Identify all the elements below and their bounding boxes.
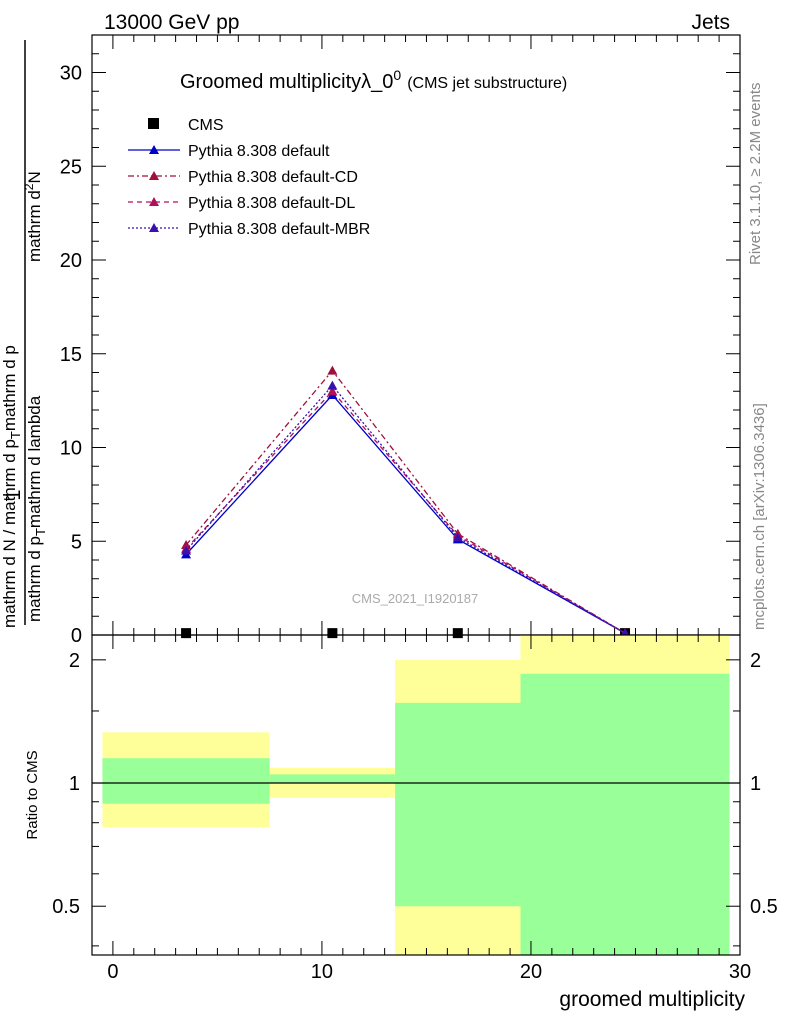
main-ytick-label: 25 [60, 156, 82, 178]
ratio-ylabel: Ratio to CMS [24, 750, 41, 839]
series-line-default [185, 394, 626, 634]
analysis-watermark: CMS_2021_I1920187 [352, 591, 479, 606]
legend-label-cms: CMS [188, 117, 224, 134]
main-ytick-label: 15 [60, 344, 82, 366]
ratio-ytick-label-right: 0.5 [750, 896, 778, 918]
series-point-mbr [181, 545, 192, 555]
series-line-dl [185, 390, 626, 634]
legend-marker-mbr [149, 223, 159, 232]
main-ytick-label: 5 [71, 531, 82, 553]
ratio-xtick-label: 10 [311, 961, 333, 983]
source-label: mcplots.cern.ch [arXiv:1306.3436] [751, 403, 768, 630]
ratio-ytick-label-right: 1 [750, 773, 761, 795]
main-ytick-label: 10 [60, 438, 82, 460]
legend: CMS Pythia 8.308 default Pythia 8.308 defa… [128, 117, 370, 238]
chart-title: Groomed multiplicityλ_00 (CMS jet substru… [180, 67, 567, 93]
xlabel: groomed multiplicity [559, 988, 745, 1011]
series-point-mbr [327, 380, 338, 390]
cms-point [181, 628, 192, 639]
ratio-bands [102, 635, 730, 955]
series-point-cd [327, 365, 338, 375]
main-ytick-label: 20 [60, 250, 82, 272]
ratio-ytick-label: 2 [69, 650, 80, 672]
ratio-band-inner-2 [395, 702, 521, 907]
legend-marker-cd [149, 171, 159, 180]
legend-label-cd: Pythia 8.308 default-CD [188, 169, 358, 186]
header-right-text: Jets [691, 11, 730, 34]
ratio-xtick-label: 0 [107, 961, 118, 983]
ratio-xtick-label: 30 [729, 961, 751, 983]
ratio-band-inner-0 [102, 758, 270, 804]
main-ytick-label: 0 [71, 625, 82, 647]
ratio-xtick-label: 20 [520, 961, 542, 983]
series-point-mbr [452, 532, 463, 542]
ylabel-numerator-top: mathrm d2N [22, 171, 44, 262]
legend-label-dl: Pythia 8.308 default-DL [188, 195, 355, 212]
main-ylabel: 1 mathrm d N / mathrm d pTmathrm d p mat… [0, 40, 48, 628]
ratio-ytick-label: 1 [69, 773, 80, 795]
series-point-dl [327, 386, 338, 396]
ylabel-numerator: mathrm d N / mathrm d pTmathrm d p [0, 345, 23, 628]
legend-marker-dl [149, 197, 159, 206]
ylabel-one: 1 [3, 489, 25, 500]
series-line-cd [185, 369, 626, 634]
ratio-band-inner-3 [520, 673, 730, 955]
legend-marker-default [149, 145, 159, 154]
ratio-band-inner-1 [269, 774, 396, 784]
ratio-ytick-label-right: 2 [750, 650, 761, 672]
main-axes: 0 5 10 15 20 25 30 [60, 34, 741, 647]
legend-label-mbr: Pythia 8.308 default-MBR [188, 221, 370, 238]
legend-label-default: Pythia 8.308 default [188, 143, 330, 160]
legend-marker-cms [148, 118, 159, 129]
cms-point [452, 628, 463, 639]
main-ytick-label: 30 [60, 63, 82, 85]
ylabel-denominator-top: mathrm d pTmathrm d lambda [25, 395, 48, 622]
cms-point [327, 628, 338, 639]
ratio-axes: 0.5 0.51 12 20 10 20 30 [52, 634, 778, 983]
rivet-label: Rivet 3.1.10, ≥ 2.2M events [747, 83, 764, 266]
ratio-frame [91, 634, 741, 956]
header-left-text: 13000 GeV pp [104, 11, 239, 34]
series-line-mbr [185, 384, 626, 634]
ratio-ytick-label: 0.5 [52, 896, 80, 918]
